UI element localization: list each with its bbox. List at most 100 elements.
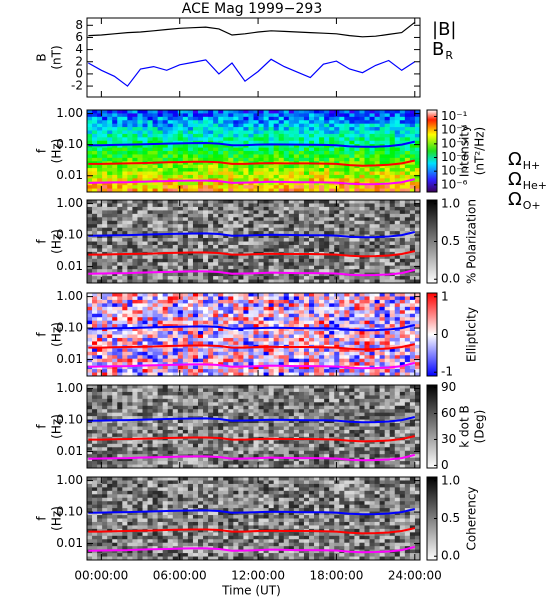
spectrogram-cell	[369, 164, 375, 169]
spectrogram-cell	[122, 220, 128, 225]
spectrogram-cell	[167, 127, 174, 131]
spectrogram-cell	[339, 161, 345, 166]
spectrogram-cell	[187, 164, 194, 169]
spectrogram-cell	[92, 310, 98, 315]
spectrogram-cell	[389, 168, 396, 172]
spectrogram-cell	[409, 299, 416, 304]
spectrogram-cell	[293, 299, 300, 304]
spectrogram-cell	[157, 369, 164, 373]
spectrogram-cell	[374, 248, 381, 253]
spectrogram-cell	[172, 372, 179, 377]
spectrogram-cell	[233, 248, 239, 253]
spectrogram-cell	[117, 255, 123, 260]
spectrogram-cell	[314, 269, 320, 274]
spectrogram-cell	[359, 248, 365, 253]
spectrogram-cell	[218, 313, 224, 318]
spectrogram-cell	[329, 358, 335, 363]
spectrogram-cell	[399, 372, 406, 377]
spectrogram-cell	[349, 372, 355, 377]
spectrogram-cell	[122, 265, 128, 270]
spectrogram-cell	[369, 154, 375, 159]
spectrogram-cell	[379, 140, 386, 145]
spectrogram-cell	[213, 123, 219, 128]
spectrogram-cell	[87, 174, 93, 179]
spectrogram-cell	[248, 140, 254, 145]
spectrogram-cell	[97, 147, 103, 152]
spectrogram-cell	[288, 147, 295, 152]
plot-frame	[86, 292, 421, 377]
spectrogram-cell	[409, 355, 416, 360]
spectrogram-cell	[187, 213, 194, 218]
spectrogram-cell	[223, 231, 229, 235]
spectrogram-cell	[107, 258, 113, 263]
spectrogram-cell	[389, 355, 396, 360]
spectrogram-cell	[142, 224, 148, 229]
spectrogram-cell	[187, 110, 194, 114]
spectrogram-cell	[379, 224, 386, 229]
spectrogram-cell	[157, 299, 164, 304]
spectrogram-cell	[293, 188, 300, 193]
spectrogram-cell	[248, 262, 254, 267]
spectrogram-cell	[117, 130, 123, 135]
spectrogram-cell	[414, 327, 421, 332]
spectrogram-cell	[248, 210, 254, 215]
spectrogram-cell	[117, 113, 123, 118]
spectrogram-cell	[309, 185, 315, 189]
spectrogram-cell	[122, 210, 128, 215]
spectrogram-cell	[404, 272, 411, 277]
spectrogram-cell	[213, 337, 219, 342]
spectrogram-cell	[157, 355, 164, 360]
spectrogram-cell	[243, 317, 249, 322]
spectrogram-cell	[248, 185, 254, 189]
spectrogram-cell	[92, 337, 98, 342]
spectrogram-cell	[278, 299, 285, 304]
spectrogram-cell	[324, 255, 330, 260]
spectrogram-cell	[309, 234, 315, 239]
spectrogram-cell	[248, 116, 254, 121]
spectrogram-cell	[389, 130, 396, 135]
spectrogram-cell	[273, 224, 280, 229]
spectrogram-cell	[253, 310, 259, 315]
spectrogram-cell	[238, 137, 244, 142]
spectrogram-cell	[409, 276, 416, 280]
spectrogram-cell	[172, 313, 179, 318]
legend-subscript: R	[445, 49, 453, 62]
spectrogram-cell	[263, 317, 270, 322]
spectrogram-cell	[198, 372, 204, 377]
spectrogram-cell	[334, 123, 340, 128]
spectrogram-cell	[288, 144, 295, 148]
spectrogram-cell	[339, 147, 345, 152]
spectrogram-cell	[122, 181, 128, 186]
spectrogram-cell	[379, 137, 386, 142]
spectrogram-cell	[147, 133, 153, 138]
spectrogram-cell	[177, 241, 184, 246]
spectrogram-cell	[122, 255, 128, 260]
spectrogram-cell	[298, 227, 305, 232]
spectrogram-cell	[97, 391, 103, 396]
spectrogram-cell	[172, 154, 179, 159]
spectrogram-cell	[303, 255, 310, 260]
spectrogram-cell	[384, 210, 391, 215]
spectrogram-cell	[243, 296, 249, 301]
spectrogram-cell	[384, 299, 391, 304]
spectrogram-cell	[364, 362, 370, 367]
spectrogram-cell	[263, 269, 270, 274]
spectrogram-cell	[167, 327, 174, 332]
spectrogram-cell	[218, 144, 224, 148]
spectrogram-cell	[147, 164, 153, 169]
spectrogram-cell	[97, 174, 103, 179]
spectrogram-cell	[187, 206, 194, 211]
spectrogram-cell	[339, 293, 345, 297]
spectrogram-cell	[379, 227, 386, 232]
spectrogram-cell	[132, 317, 138, 322]
spectrogram-cell	[314, 181, 320, 186]
spectrogram-cell	[354, 241, 360, 246]
spectrogram-cell	[223, 133, 229, 138]
spectrogram-cell	[147, 185, 153, 189]
spectrogram-cell	[198, 130, 204, 135]
spectrogram-cell	[223, 255, 229, 260]
spectrogram-cell	[102, 293, 108, 297]
spectrogram-cell	[273, 157, 280, 162]
spectrogram-cell	[127, 362, 133, 367]
spectrogram-cell	[147, 306, 153, 311]
